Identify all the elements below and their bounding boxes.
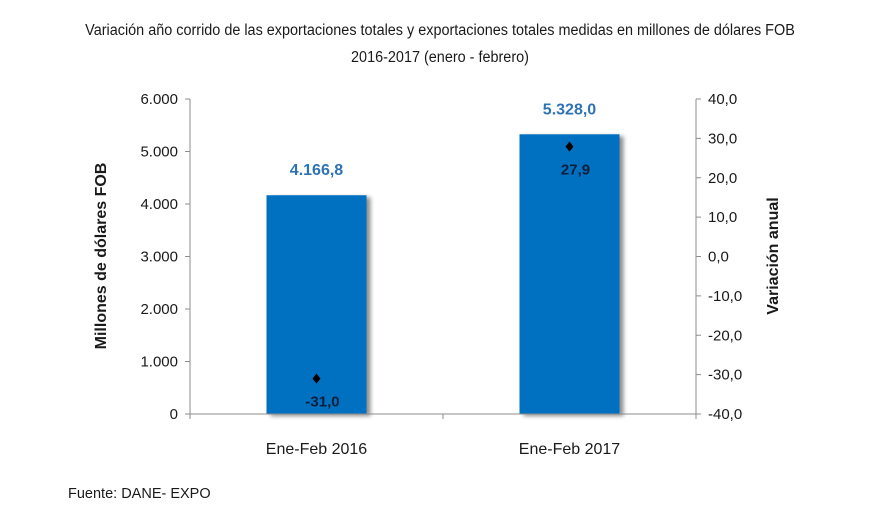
y2-tick-label: 0,0: [708, 249, 729, 266]
variation-point-2: [565, 141, 574, 152]
y2-tick-label: -20,0: [708, 327, 742, 344]
y2-axis-title: Variación anual: [765, 197, 782, 314]
y-tick-label: 5.000: [140, 144, 178, 161]
y2-tick-label: -10,0: [708, 288, 742, 305]
y2-tick-label: 30,0: [708, 130, 737, 147]
variation-value-label: 27,9: [561, 162, 590, 179]
x-category-label: Ene-Feb 2016: [266, 441, 368, 458]
y2-tick-label: 10,0: [708, 209, 737, 226]
bar-2: [519, 134, 620, 414]
y2-tick-label: 20,0: [708, 170, 737, 187]
y-tick-label: 3.000: [140, 249, 178, 266]
chart-title: Variación año corrido de las exportacion…: [85, 22, 795, 39]
y2-tick-label: -30,0: [708, 367, 742, 384]
y-tick-label: 0: [170, 406, 178, 423]
variation-value-label: -31,0: [305, 394, 339, 411]
y-tick-label: 1.000: [140, 354, 178, 371]
chart-subtitle: 2016-2017 (enero - febrero): [351, 49, 529, 66]
y2-tick-label: 40,0: [708, 91, 737, 108]
source-note: Fuente: DANE- EXPO: [68, 486, 211, 502]
y-tick-label: 2.000: [140, 301, 178, 318]
bar-value-label: 5.328,0: [543, 101, 596, 118]
y-axis-title: Millones de dólares FOB: [93, 163, 110, 350]
variation-point-1: [312, 373, 321, 384]
bar-value-label: 4.166,8: [290, 162, 343, 179]
y-tick-label: 4.000: [140, 196, 178, 213]
y-tick-label: 6.000: [140, 91, 178, 108]
x-category-label: Ene-Feb 2017: [519, 441, 621, 458]
y2-tick-label: -40,0: [708, 406, 742, 423]
